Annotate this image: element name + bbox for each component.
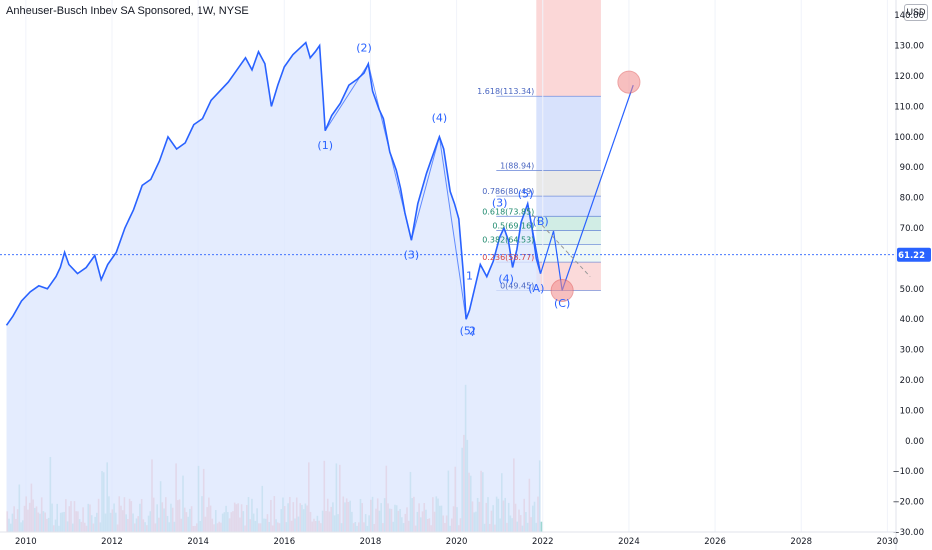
y-axis: 140.00 130.00 120.00 110.00 100.00 90.00 80.00… [893, 0, 924, 550]
wave-label-5: 1 [466, 270, 473, 283]
y-tick-12: 20.00 [900, 376, 924, 386]
fib-label-6: 0.236(58.77) [482, 253, 534, 262]
current-price-tag: 61.22 [0, 247, 931, 262]
fib-labels: 1.618(113.34) 1(88.94) 0.786(80.49) 0.618(7… [477, 87, 534, 290]
fib-label-2: 0.786(80.49) [482, 187, 534, 196]
fib-zone-0 [536, 0, 601, 97]
fib-label-7: 0(49.45) [500, 281, 534, 290]
y-tick-15: −10.00 [893, 467, 924, 477]
x-tick-3: 2016 [273, 537, 295, 547]
y-tick-13: 10.00 [900, 406, 924, 416]
wave-label-1: (2) [356, 42, 372, 55]
y-tick-2: 120.00 [894, 72, 924, 82]
target-circle-0 [550, 278, 574, 302]
y-tick-5: 90.00 [900, 163, 924, 173]
wave-label-9: (5) [518, 188, 534, 201]
y-tick-0: 140.00 [894, 11, 924, 21]
x-tick-10: 2030 [877, 537, 899, 547]
y-tick-3: 110.00 [894, 102, 924, 112]
y-tick-16: −20.00 [893, 498, 924, 508]
y-tick-10: 40.00 [900, 315, 924, 325]
fib-label-4: 0.5(69.16) [492, 222, 534, 231]
wave-label-6: 2 [469, 324, 476, 337]
x-tick-2: 2014 [187, 537, 209, 547]
y-tick-1: 130.00 [894, 42, 924, 52]
fib-zone-4 [536, 216, 601, 231]
price-area [6, 42, 541, 532]
target-circle-1 [617, 70, 641, 94]
wave-labels: (1) (2) (3) (4) (5) 1 2 (3) (4) (5) (A) (B) (C) [317, 42, 570, 338]
wave-label-10: (A) [528, 282, 544, 295]
fib-label-3: 0.618(73.85) [482, 207, 534, 216]
x-tick-6: 2022 [532, 537, 554, 547]
wave-label-4: (5) [460, 324, 476, 337]
x-tick-5: 2020 [446, 537, 468, 547]
x-tick-7: 2024 [618, 537, 640, 547]
x-tick-9: 2028 [790, 537, 812, 547]
y-tick-4: 100.00 [894, 133, 924, 143]
fib-zone-3 [536, 196, 601, 217]
dashed-trend [527, 209, 591, 277]
wave-label-12: (C) [554, 297, 570, 310]
y-tick-17: −30.00 [893, 528, 924, 538]
currency-badge[interactable]: USD [904, 4, 928, 21]
wave-label-8: (4) [498, 273, 514, 286]
fib-label-5: 0.382(64.53) [482, 236, 534, 245]
projection-path [527, 84, 634, 291]
fib-zone-1 [536, 96, 601, 171]
wave-label-11: (B) [533, 215, 549, 228]
y-tick-9: 50.00 [900, 285, 924, 295]
price-line [5, 41, 542, 326]
y-tick-11: 30.00 [900, 346, 924, 356]
x-tick-8: 2026 [704, 537, 726, 547]
y-tick-7: 70.00 [900, 224, 924, 234]
fib-label-0: 1.618(113.34) [477, 87, 534, 96]
x-tick-0: 2010 [15, 537, 37, 547]
wave-label-7: (3) [492, 197, 508, 210]
fib-label-1: 1(88.94) [500, 161, 534, 170]
current-price-label: 61.22 [898, 251, 925, 261]
chart-title: Anheuser-Busch Inbev SA Sponsored, 1W, N… [6, 5, 249, 17]
y-tick-6: 80.00 [900, 194, 924, 204]
y-tick-14: 0.00 [905, 437, 924, 447]
x-axis: 2010 2012 2014 2016 2018 2020 2022 2024 2026 2028… [0, 531, 899, 547]
elliott-wave-lines [324, 62, 641, 320]
x-tick-4: 2018 [360, 537, 382, 547]
fib-zone-2 [536, 170, 601, 197]
wave-label-3: (4) [432, 112, 448, 125]
wave-label-2: (3) [404, 248, 420, 261]
x-tick-1: 2012 [101, 537, 123, 547]
elliott-path [324, 62, 467, 320]
current-price-box [897, 247, 931, 262]
volume-bar [540, 521, 543, 532]
wave-label-0: (1) [317, 139, 333, 152]
fib-zone-5 [536, 230, 601, 245]
